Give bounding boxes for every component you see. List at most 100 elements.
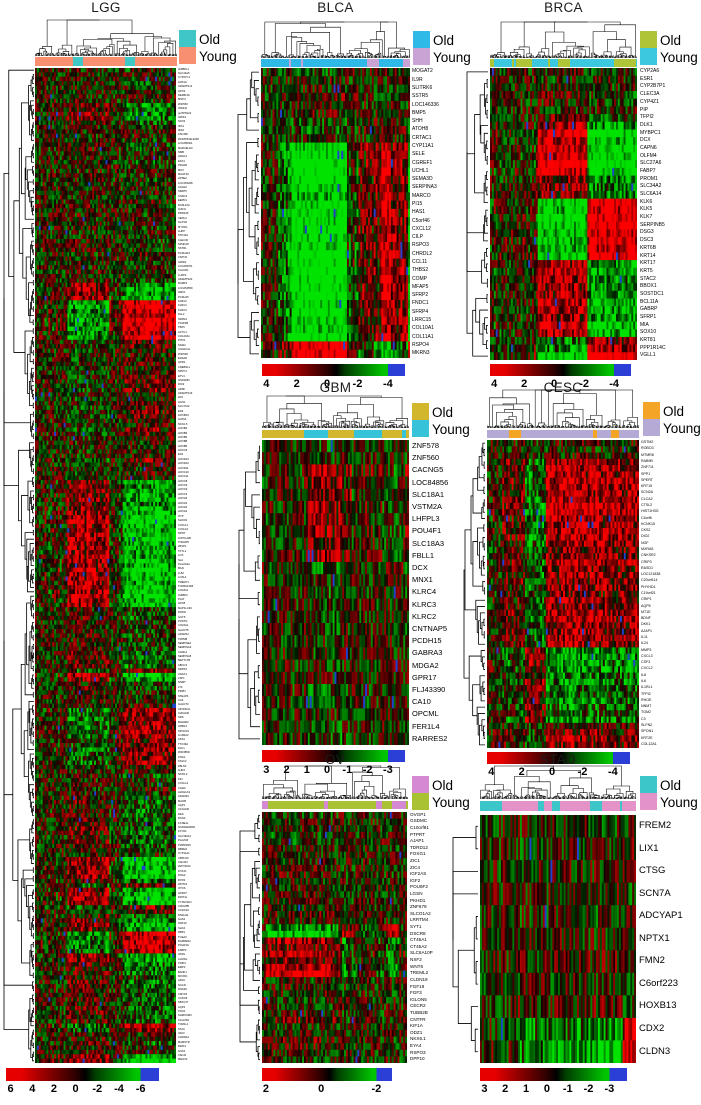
gene-label: PDPN (178, 690, 186, 694)
gene-label: FABP3 (178, 948, 187, 952)
gene-label: SLC34A2 (640, 183, 662, 190)
gene-label: KLRC2 (178, 300, 187, 304)
gene-label: SLC39A12 (178, 834, 191, 838)
sample-group-bar (262, 801, 408, 809)
gene-label: KLRC4 (412, 587, 437, 597)
gene-label: ZNF560 (412, 453, 440, 463)
gene-label: CECR2 (410, 1003, 426, 1009)
gene-label: GALNT5 (178, 628, 189, 632)
gene-label: MFAP5 (412, 283, 429, 290)
gene-label: DCX (412, 562, 428, 572)
gene-label: C5orf38 (178, 133, 188, 137)
gene-label: FLJ43390 (412, 684, 446, 694)
gene-label: PIP (640, 106, 649, 113)
gene-label: KIF1A (410, 1023, 423, 1029)
gene-label: BDNF (641, 616, 651, 621)
gene-label: RHOE (641, 697, 652, 702)
legend-label-old: Old (663, 404, 685, 419)
gene-label: NKX2-5 (178, 422, 188, 426)
color-key-tick: 0 (324, 378, 331, 390)
gene-label: C9orf24 (178, 861, 188, 865)
color-key-tick: -2 (92, 1083, 103, 1095)
sample-group-bar (480, 801, 636, 811)
heatmap-grid (262, 440, 409, 745)
gene-label: PLAT (178, 598, 185, 602)
gene-label: PROM1 (640, 175, 658, 182)
legend-label-old: Old (432, 405, 454, 420)
gene-label: NPNT (178, 532, 186, 536)
gene-label: MOGAT2 (412, 68, 433, 75)
gene-label: CXCL10 (178, 527, 189, 531)
panel-title-ov: OV (324, 752, 346, 767)
gene-label: LOC121838 (641, 572, 661, 577)
gene-label: DNAH11 (178, 913, 189, 917)
gene-label: WNT16 (178, 882, 188, 886)
gene-label: SFRP2 (412, 292, 429, 299)
legend-swatch-young (643, 419, 660, 436)
panel-title-blca: BLCA (317, 0, 354, 15)
gene-label: HOXC9 (178, 488, 188, 492)
gene-label: CNTNAP5 (412, 623, 448, 633)
gene-label: EN2 (178, 409, 184, 413)
gene-label: TFAP2B (178, 321, 189, 325)
gene-label: SFRP4 (412, 308, 429, 315)
gene-label: KLRC3 (178, 308, 187, 312)
gene-label: IGF2AS (410, 871, 427, 877)
color-key-tick: 1 (522, 1083, 530, 1095)
gene-label: GPR37 (178, 891, 187, 895)
gene-label: MMP3 (641, 647, 652, 652)
gene-label: FMN2 (639, 955, 665, 967)
gene-label: CDX2 (639, 1022, 665, 1034)
gene-label: GLP1R (178, 221, 187, 225)
legend-label-old: Old (433, 33, 455, 48)
legend-label-old: Old (199, 32, 221, 47)
gene-label: ZNF385D (178, 751, 190, 755)
gene-label: KRT2E (641, 735, 653, 740)
gene-label: GPX3 (178, 89, 186, 93)
gene-label: BCL11A (640, 298, 659, 305)
color-key-tick: -1 (562, 1083, 573, 1095)
gene-label: MYOD1 (178, 225, 188, 229)
gene-label: SPOCD1 (178, 729, 190, 733)
gene-label: COL8A1 (178, 589, 189, 593)
gene-label: C13orf26 (178, 808, 190, 812)
gene-label: HOXD13 (178, 457, 189, 461)
color-key-tick: -6 (135, 1083, 146, 1095)
gene-labels: ZNF578 ZNF560 CACNG5 LOC84856 SLC18A1 VSTM2A L… (412, 440, 700, 745)
gene-label: RASD1 (641, 565, 653, 570)
gene-label: WISP1 (178, 545, 187, 549)
sample-group-bar (487, 430, 639, 438)
gene-label: POU4F1 (412, 526, 442, 536)
gene-label: HOXB2 (178, 427, 188, 431)
gene-label: HOXA3 (178, 501, 188, 505)
column-dendrogram (487, 388, 639, 428)
gene-label: TMPRSS5 (178, 843, 191, 847)
color-key-tick: 0 (543, 1083, 550, 1095)
gene-label: MEOX2 (178, 1058, 188, 1062)
gene-label: MT1E (641, 609, 651, 614)
gene-label: RARRES2 (178, 939, 191, 943)
gene-label: KCNE1L (178, 821, 189, 825)
gene-label: SLC6A10P (410, 950, 433, 956)
gene-label: CLCA2 (641, 496, 653, 501)
gene-label: IL8 (641, 672, 646, 677)
gene-label: HILS1 (178, 400, 186, 404)
legend-swatch-young (413, 48, 430, 65)
legend-swatch-old (413, 31, 430, 48)
legend-swatch-young (179, 47, 196, 64)
gene-label: SERPINE1 (178, 641, 192, 645)
gene-label: C20orf114 (641, 578, 658, 583)
legend-swatch-old (412, 403, 429, 420)
gene-label: OTP (178, 514, 184, 518)
column-dendrogram (35, 18, 177, 56)
gene-label: HOXC10 (178, 470, 189, 474)
gene-label: NKX6.1 (410, 1036, 426, 1042)
gene-label: CCDC19 (178, 909, 189, 913)
gene-label: IGLON5 (410, 996, 427, 1002)
gene-label: CALCRL (178, 269, 189, 273)
gene-label: AJAP1 (641, 628, 652, 633)
gene-label: TFPI2 (640, 114, 654, 121)
gene-label: ADAMTS20 (178, 278, 193, 282)
gene-label: FOXG1 (410, 851, 426, 857)
gene-label: IL11 (641, 635, 648, 640)
